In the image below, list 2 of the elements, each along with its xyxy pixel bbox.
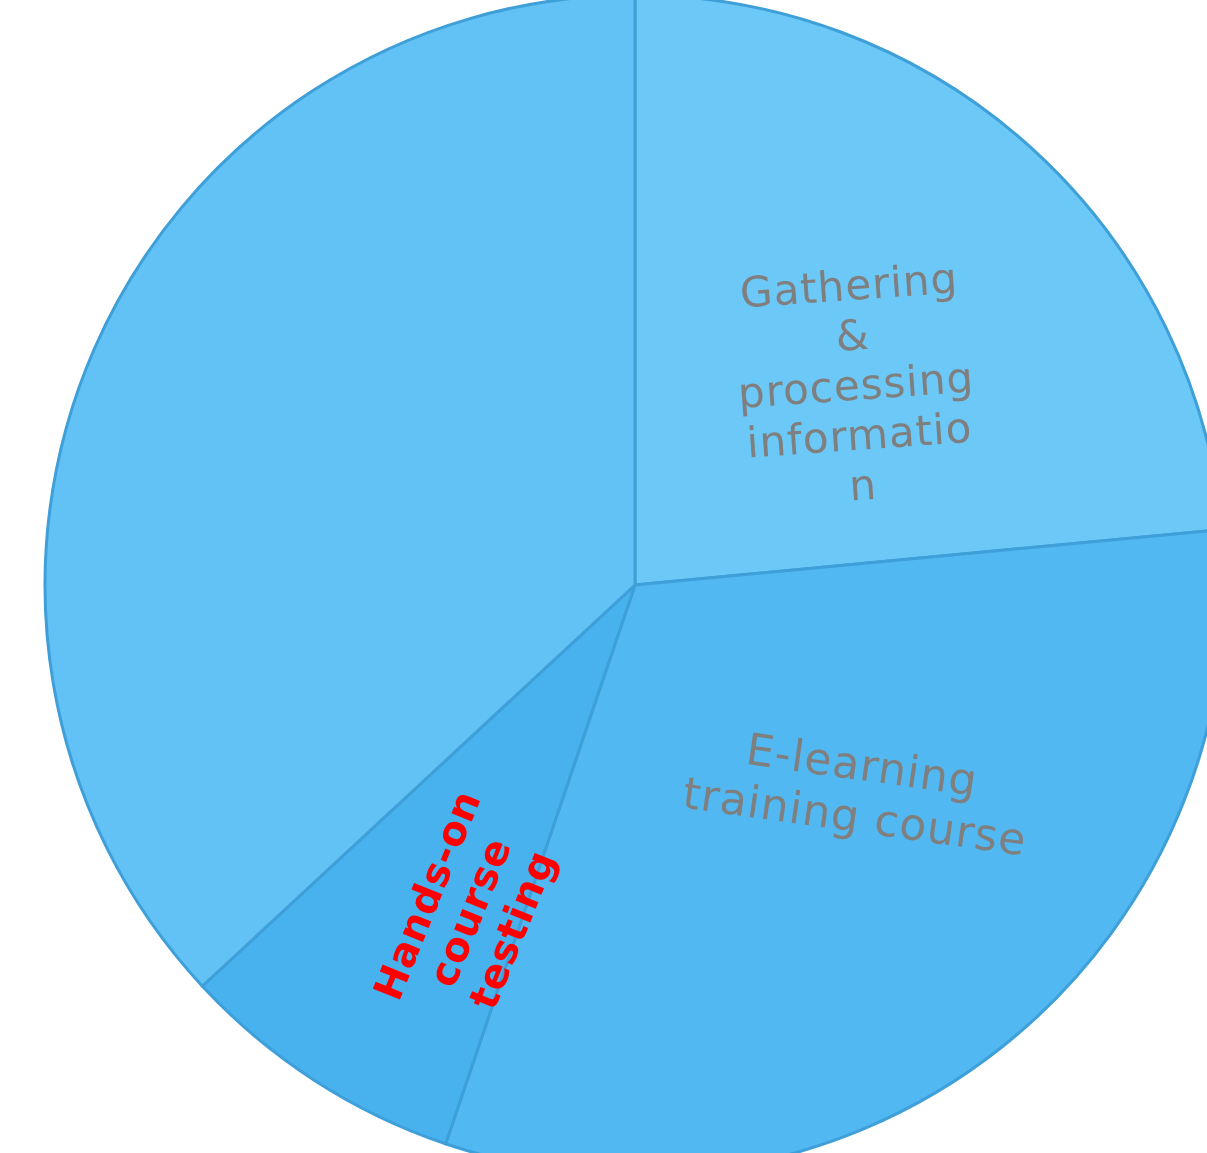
slice-label: Gathering & processing information: [736, 253, 976, 511]
slice-label: E-learning training course: [679, 723, 1031, 866]
